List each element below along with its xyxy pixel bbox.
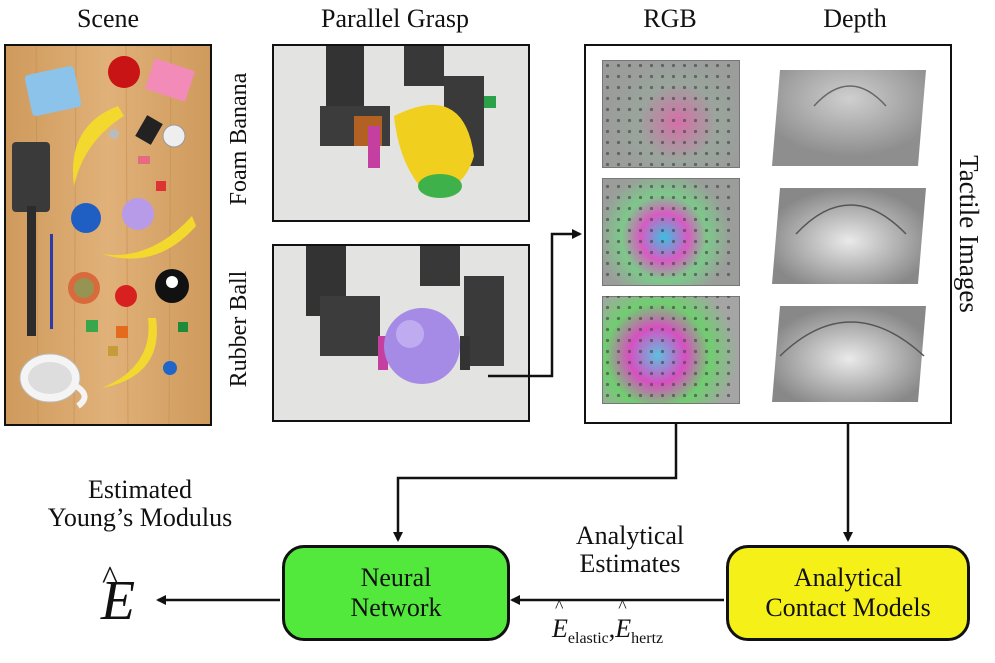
analytical-contact-models-box: Analytical Contact Models — [726, 545, 970, 641]
arrow-tactile-to-nn — [393, 422, 678, 542]
nn-line-2: Network — [350, 593, 442, 622]
heading-parallel-grasp: Parallel Grasp — [320, 4, 469, 33]
ae-line-1: Analytical — [575, 521, 685, 550]
rgb-marker-grid — [602, 60, 738, 402]
tactile-images-panel — [584, 44, 952, 424]
estimate-symbols: ^ Eelastic, ^ Ehertz — [552, 596, 664, 648]
e-elastic: ^ E — [552, 596, 568, 643]
caption-line-2: Young’s Modulus — [47, 503, 233, 532]
depth-tactile-column — [772, 70, 926, 402]
scene-photo — [4, 44, 212, 426]
output-e-symbol: E — [100, 570, 136, 632]
heading-scene: Scene — [76, 4, 140, 33]
sub-hertz: hertz — [631, 630, 664, 648]
ae-line-2: Estimates — [579, 549, 681, 578]
e-hertz: ^ E — [615, 596, 632, 643]
nn-line-1: Neural — [360, 563, 432, 592]
output-e-hat: ^ E — [100, 560, 136, 632]
grasp-photo-rubber-ball — [272, 244, 530, 422]
depth-tactile-1 — [772, 70, 926, 166]
grasp-photo-foam-banana — [272, 44, 530, 222]
estimated-modulus-caption: Estimated Young’s Modulus — [20, 476, 260, 532]
heading-depth: Depth — [823, 4, 887, 33]
heading-rgb: RGB — [643, 4, 697, 33]
analytical-estimates-caption: Analytical Estimates — [540, 522, 720, 578]
depth-tactile-2 — [772, 188, 926, 284]
sub-elastic: elastic — [567, 630, 609, 648]
neural-network-box: Neural Network — [282, 545, 510, 641]
acm-line-1: Analytical — [793, 563, 903, 592]
acm-line-2: Contact Models — [765, 593, 931, 622]
caption-line-1: Estimated — [88, 475, 192, 504]
arrow-grasp-to-tactile — [488, 229, 582, 378]
